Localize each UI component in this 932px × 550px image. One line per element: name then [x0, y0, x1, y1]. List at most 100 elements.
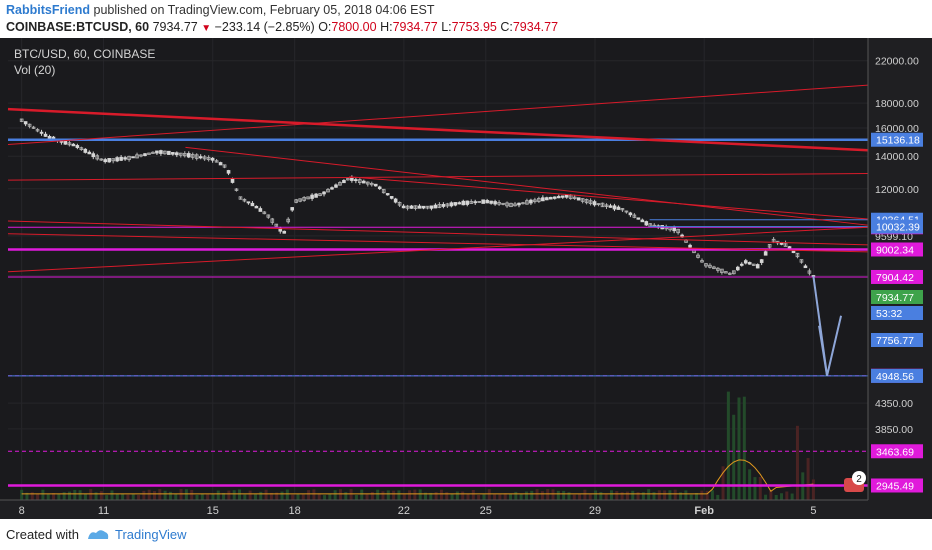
- candle-body: [127, 155, 131, 160]
- volume-bar: [269, 492, 273, 500]
- volume-average-line: [21, 459, 814, 495]
- trend-line: [7, 172, 869, 181]
- candle-body: [222, 164, 227, 168]
- volume-bar: [57, 493, 61, 500]
- volume-bar: [439, 489, 443, 500]
- candle-body: [19, 118, 24, 122]
- volume-bar: [742, 396, 746, 500]
- trend-line: [7, 233, 869, 253]
- candle-body: [95, 155, 100, 160]
- volume-bar: [594, 490, 598, 500]
- candle-body: [469, 201, 474, 204]
- volume-bar: [562, 490, 566, 500]
- volume-bar: [716, 494, 720, 500]
- candle-body: [473, 201, 478, 204]
- chart-legend-title: BTC/USD, 60, COINBASE: [14, 47, 156, 61]
- volume-bar: [737, 397, 741, 500]
- candle-body: [167, 150, 171, 155]
- volume-bar: [710, 490, 714, 500]
- candle-body: [362, 180, 366, 184]
- volume-bar: [721, 466, 725, 500]
- volume-bar: [572, 494, 576, 500]
- candle-body: [250, 202, 255, 207]
- trend-line: [7, 107, 869, 152]
- candle-body: [747, 262, 752, 265]
- candle-body: [640, 219, 645, 223]
- ohlc-line: COINBASE:BTCUSD, 60 7934.77 ▼ −233.14 (−…: [6, 20, 558, 34]
- candle-body: [616, 206, 621, 210]
- price-tag-label: 53:32: [876, 308, 902, 320]
- volume-bar: [83, 493, 87, 500]
- tradingview-link[interactable]: TradingView: [115, 527, 187, 542]
- price-chart[interactable]: 8 11 15 18 22 25 29 Feb 5 22000.00 18000.00 16000.0…: [0, 38, 932, 519]
- x-tick-label: 11: [98, 505, 109, 517]
- candle-body: [27, 123, 32, 127]
- candle-body: [505, 202, 509, 207]
- volume-bar: [142, 490, 146, 500]
- volume-bar: [323, 495, 327, 500]
- candle-body: [608, 205, 613, 208]
- candle-body: [131, 156, 135, 159]
- volume-bar: [190, 489, 194, 500]
- candle-body: [198, 156, 203, 159]
- y-tick-label: 18000.00: [875, 98, 919, 110]
- volume-bar: [25, 492, 29, 500]
- price-tag-label-bg: [871, 333, 923, 347]
- candle-body: [147, 152, 151, 155]
- candle-body: [688, 244, 692, 248]
- volume-bar: [519, 493, 523, 500]
- trend-line: [7, 220, 869, 246]
- candle-body: [119, 156, 123, 161]
- candle-body: [743, 260, 748, 264]
- volume-bar: [285, 489, 289, 500]
- candle-body: [310, 194, 314, 199]
- volume-bar: [583, 489, 587, 500]
- volume-bar: [307, 490, 311, 500]
- candle-body: [564, 194, 569, 198]
- price-level-label-bg: [871, 444, 923, 459]
- y-tick-label: 3850.00: [875, 424, 913, 436]
- candle-body: [433, 204, 438, 209]
- candle-body: [556, 196, 561, 199]
- candle-body: [397, 201, 402, 206]
- candle-body: [186, 153, 191, 158]
- trend-line: [185, 146, 869, 226]
- annotation-badge: [852, 471, 866, 485]
- close-label: C:: [500, 20, 513, 34]
- price-level-label: 7904.42: [876, 272, 914, 284]
- low-value: 7753.95: [451, 20, 497, 34]
- candle-body: [290, 207, 294, 211]
- candle-body: [421, 205, 426, 209]
- chart-area[interactable]: 8 11 15 18 22 25 29 Feb 5 22000.00 18000.00 16000.0…: [0, 38, 932, 519]
- candle-body: [103, 159, 108, 163]
- candle-body: [91, 153, 96, 158]
- volume-bar: [774, 494, 778, 500]
- volume-bar: [434, 492, 438, 500]
- volume-bar: [509, 493, 513, 500]
- candle-body: [346, 178, 350, 181]
- price-level-label: 3463.69: [876, 446, 914, 458]
- candle-body: [194, 154, 199, 159]
- volume-bar: [99, 491, 103, 500]
- volume-bar: [423, 492, 427, 500]
- candle-body: [190, 154, 195, 158]
- tradingview-logo-icon[interactable]: [86, 527, 110, 546]
- footer: Created with TradingView: [0, 519, 932, 550]
- volume-bar: [195, 494, 199, 500]
- candle-body: [377, 186, 382, 190]
- candle-body: [628, 212, 633, 216]
- author-name[interactable]: RabbitsFriend: [6, 3, 91, 17]
- close-value: 7934.77: [512, 20, 559, 34]
- y-tick-label: 12000.00: [875, 184, 919, 196]
- candle-body: [716, 267, 720, 271]
- candle-body: [342, 179, 346, 184]
- candle-body: [23, 121, 28, 125]
- candle-body: [282, 230, 287, 234]
- publish-line: RabbitsFriend published on TradingView.c…: [6, 3, 435, 17]
- volume-bar: [243, 494, 247, 500]
- volume-bar: [381, 491, 385, 500]
- volume-bar: [647, 489, 651, 500]
- last-price: 7934.77: [152, 20, 198, 34]
- volume-bar: [503, 493, 507, 500]
- volume-bar: [700, 490, 704, 500]
